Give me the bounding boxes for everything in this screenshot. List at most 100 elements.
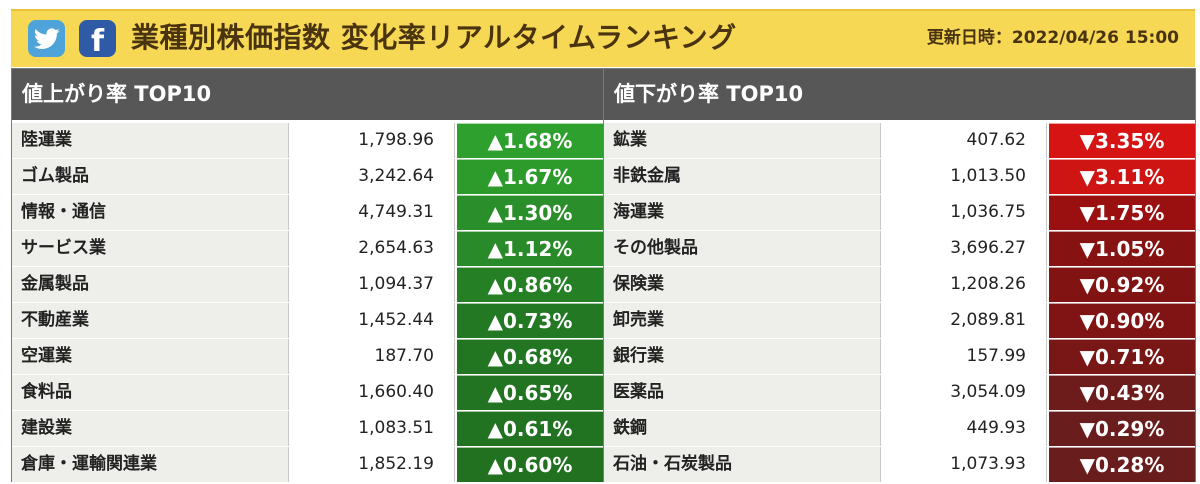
- cell-gap: [455, 123, 457, 158]
- index-value: 1,083.51: [289, 411, 455, 446]
- cell-gap: [455, 159, 457, 194]
- index-value: 2,654.63: [289, 231, 455, 266]
- loser-row: 保険業 1,208.26 ▼0.92%: [604, 267, 1195, 303]
- change-rate-badge: ▼0.90%: [1049, 303, 1195, 338]
- index-value: 1,660.40: [289, 375, 455, 410]
- change-rate-badge: ▲0.73%: [457, 303, 603, 338]
- cell-gap: [455, 303, 457, 338]
- losers-heading: 値下がり率 TOP10: [604, 69, 1195, 123]
- gainer-row: ゴム製品 3,242.64 ▲1.67%: [12, 159, 603, 195]
- change-rate-badge: ▼0.92%: [1049, 267, 1195, 302]
- change-rate-badge: ▲1.30%: [457, 195, 603, 230]
- sector-name: その他製品: [604, 231, 881, 266]
- change-rate-badge: ▼0.29%: [1049, 411, 1195, 446]
- gainer-row: 倉庫・運輸関連業 1,852.19 ▲0.60%: [12, 447, 603, 483]
- gainer-row: 空運業 187.70 ▲0.68%: [12, 339, 603, 375]
- cell-gap: [455, 375, 457, 410]
- cell-gap: [1047, 123, 1049, 158]
- sector-name: ゴム製品: [12, 159, 289, 194]
- index-value: 407.62: [881, 123, 1047, 158]
- gainer-row: 不動産業 1,452.44 ▲0.73%: [12, 303, 603, 339]
- cell-gap: [1047, 339, 1049, 374]
- change-rate-badge: ▼3.11%: [1049, 159, 1195, 194]
- page-title: 業種別株価指数 変化率リアルタイムランキング: [131, 21, 737, 54]
- gainer-row: 陸運業 1,798.96 ▲1.68%: [12, 123, 603, 159]
- sector-name: 鉄鋼: [604, 411, 881, 446]
- loser-row: 銀行業 157.99 ▼0.71%: [604, 339, 1195, 375]
- change-rate-badge: ▲0.60%: [457, 447, 603, 482]
- cell-gap: [455, 267, 457, 302]
- change-rate-badge: ▲0.68%: [457, 339, 603, 374]
- index-value: 1,208.26: [881, 267, 1047, 302]
- gainers-heading: 値上がり率 TOP10: [12, 69, 603, 123]
- loser-row: 鉱業 407.62 ▼3.35%: [604, 123, 1195, 159]
- change-rate-badge: ▲1.12%: [457, 231, 603, 266]
- change-rate-badge: ▼0.71%: [1049, 339, 1195, 374]
- index-value: 1,073.93: [881, 447, 1047, 482]
- twitter-share-button[interactable]: [28, 20, 65, 57]
- cell-gap: [455, 447, 457, 482]
- change-rate-badge: ▼1.05%: [1049, 231, 1195, 266]
- gainers-panel: 値上がり率 TOP10 陸運業 1,798.96 ▲1.68% ゴム製品 3,242.6…: [11, 68, 604, 483]
- sector-name: 鉱業: [604, 123, 881, 158]
- sector-name: 銀行業: [604, 339, 881, 374]
- change-rate-badge: ▼3.35%: [1049, 123, 1195, 158]
- sector-name: 食料品: [12, 375, 289, 410]
- title-bar: f 業種別株価指数 変化率リアルタイムランキング 更新日時：2022/04/26…: [11, 9, 1195, 67]
- change-rate-badge: ▼1.75%: [1049, 195, 1195, 230]
- sector-name: 保険業: [604, 267, 881, 302]
- cell-gap: [455, 339, 457, 374]
- loser-row: その他製品 3,696.27 ▼1.05%: [604, 231, 1195, 267]
- change-rate-badge: ▲1.67%: [457, 159, 603, 194]
- sector-name: 非鉄金属: [604, 159, 881, 194]
- cell-gap: [1047, 447, 1049, 482]
- loser-row: 海運業 1,036.75 ▼1.75%: [604, 195, 1195, 231]
- gainer-row: サービス業 2,654.63 ▲1.12%: [12, 231, 603, 267]
- index-value: 1,452.44: [289, 303, 455, 338]
- losers-panel: 値下がり率 TOP10 鉱業 407.62 ▼3.35% 非鉄金属 1,013.50 ▼3…: [603, 68, 1196, 483]
- losers-list: 鉱業 407.62 ▼3.35% 非鉄金属 1,013.50 ▼3.11% 海運業 1,036…: [604, 123, 1195, 483]
- index-value: 4,749.31: [289, 195, 455, 230]
- sector-name: 石油・石炭製品: [604, 447, 881, 482]
- sector-name: 金属製品: [12, 267, 289, 302]
- sector-name: 倉庫・運輸関連業: [12, 447, 289, 482]
- cell-gap: [455, 231, 457, 266]
- change-rate-badge: ▲0.86%: [457, 267, 603, 302]
- updated-timestamp: 更新日時：2022/04/26 15:00: [926, 28, 1179, 48]
- index-value: 1,094.37: [289, 267, 455, 302]
- index-value: 1,798.96: [289, 123, 455, 158]
- cell-gap: [455, 195, 457, 230]
- gainer-row: 食料品 1,660.40 ▲0.65%: [12, 375, 603, 411]
- index-value: 2,089.81: [881, 303, 1047, 338]
- facebook-share-button[interactable]: f: [79, 20, 116, 57]
- loser-row: 非鉄金属 1,013.50 ▼3.11%: [604, 159, 1195, 195]
- change-rate-badge: ▲0.65%: [457, 375, 603, 410]
- change-rate-badge: ▲1.68%: [457, 123, 603, 158]
- twitter-bird-icon: [33, 27, 60, 49]
- sector-name: 海運業: [604, 195, 881, 230]
- change-rate-badge: ▲0.61%: [457, 411, 603, 446]
- index-value: 449.93: [881, 411, 1047, 446]
- sector-name: 不動産業: [12, 303, 289, 338]
- facebook-f-icon: f: [90, 23, 105, 59]
- gainer-row: 金属製品 1,094.37 ▲0.86%: [12, 267, 603, 303]
- cell-gap: [455, 411, 457, 446]
- cell-gap: [1047, 303, 1049, 338]
- cell-gap: [1047, 375, 1049, 410]
- sector-name: 建設業: [12, 411, 289, 446]
- sector-name: 空運業: [12, 339, 289, 374]
- cell-gap: [1047, 411, 1049, 446]
- index-value: 3,696.27: [881, 231, 1047, 266]
- sector-name: 医薬品: [604, 375, 881, 410]
- index-value: 187.70: [289, 339, 455, 374]
- change-rate-badge: ▼0.28%: [1049, 447, 1195, 482]
- gainer-row: 情報・通信 4,749.31 ▲1.30%: [12, 195, 603, 231]
- cell-gap: [1047, 267, 1049, 302]
- cell-gap: [1047, 231, 1049, 266]
- index-value: 1,036.75: [881, 195, 1047, 230]
- index-value: 3,242.64: [289, 159, 455, 194]
- sector-name: サービス業: [12, 231, 289, 266]
- index-value: 157.99: [881, 339, 1047, 374]
- loser-row: 石油・石炭製品 1,073.93 ▼0.28%: [604, 447, 1195, 483]
